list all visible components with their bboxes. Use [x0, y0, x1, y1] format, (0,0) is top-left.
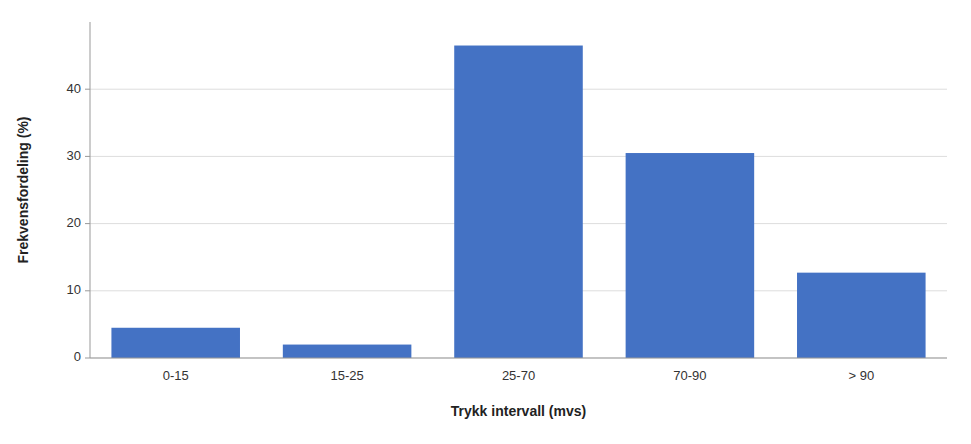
- y-tick: [85, 89, 90, 90]
- chart-container: 0 10 20 30 40 0-15 15-25 25-70 70-90 > 90 Trykk in…: [0, 0, 971, 444]
- y-tick-label: 20: [67, 215, 81, 230]
- bar: [626, 153, 755, 358]
- bar: [111, 328, 240, 358]
- x-axis-line: [90, 358, 947, 359]
- y-tick-label: 0: [74, 349, 81, 364]
- bar: [454, 46, 583, 358]
- y-tick-label: 30: [67, 148, 81, 163]
- x-axis-title: Trykk intervall (mvs): [451, 403, 586, 419]
- bars: [111, 46, 925, 358]
- bar: [797, 273, 926, 358]
- x-tick-label: 70-90: [673, 368, 706, 383]
- y-tick: [85, 290, 90, 291]
- x-tick-label: 15-25: [330, 368, 363, 383]
- y-tick: [85, 223, 90, 224]
- y-axis-line: [90, 22, 91, 358]
- x-tick-label: 0-15: [163, 368, 189, 383]
- y-axis-title: Frekvensfordeling (%): [15, 116, 31, 263]
- x-tick-label: > 90: [848, 368, 874, 383]
- x-tick-label: 25-70: [502, 368, 535, 383]
- y-tick-label: 10: [67, 282, 81, 297]
- y-tick-label: 40: [67, 81, 81, 96]
- y-tick: [85, 358, 90, 359]
- bar: [283, 345, 412, 358]
- chart-svg: 0 10 20 30 40 0-15 15-25 25-70 70-90 > 90 Trykk in…: [0, 0, 971, 444]
- grid-line: [90, 358, 947, 359]
- y-tick: [85, 156, 90, 157]
